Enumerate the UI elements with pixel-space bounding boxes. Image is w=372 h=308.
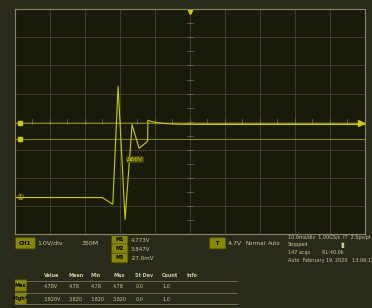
Text: Count: Count bbox=[162, 273, 179, 278]
Text: 4.78V: 4.78V bbox=[44, 284, 58, 289]
Text: Max: Max bbox=[15, 283, 26, 288]
FancyBboxPatch shape bbox=[112, 235, 128, 244]
Text: 4.78: 4.78 bbox=[113, 284, 124, 289]
FancyBboxPatch shape bbox=[14, 293, 27, 304]
Text: M1: M1 bbox=[116, 237, 124, 242]
Text: 1.0: 1.0 bbox=[162, 284, 170, 289]
Text: 3.847V: 3.847V bbox=[130, 247, 150, 252]
Text: Info: Info bbox=[187, 273, 198, 278]
Text: T: T bbox=[216, 241, 219, 246]
FancyBboxPatch shape bbox=[14, 280, 27, 291]
Text: CH1: CH1 bbox=[19, 241, 32, 246]
Text: 10.0ms/div  1.00GS/s  IT  2.5ps/pt: 10.0ms/div 1.00GS/s IT 2.5ps/pt bbox=[288, 235, 371, 240]
Text: Auto  February 19, 2020   13:06:11: Auto February 19, 2020 13:06:11 bbox=[288, 258, 372, 263]
Text: -27.6mV: -27.6mV bbox=[130, 256, 154, 261]
Text: Value: Value bbox=[44, 273, 59, 278]
Text: Δ66V: Δ66V bbox=[127, 157, 143, 162]
Text: ①: ① bbox=[17, 193, 24, 202]
Text: M3: M3 bbox=[116, 255, 124, 261]
Text: Normal: Normal bbox=[246, 241, 266, 246]
Text: 1.0: 1.0 bbox=[162, 297, 170, 302]
FancyBboxPatch shape bbox=[210, 238, 226, 249]
Text: 4.773V: 4.773V bbox=[130, 238, 150, 243]
Text: Auto: Auto bbox=[269, 241, 281, 246]
Text: 4.78: 4.78 bbox=[91, 284, 102, 289]
Text: Mean: Mean bbox=[68, 273, 84, 278]
Text: 350M: 350M bbox=[81, 241, 99, 246]
Text: 3.820: 3.820 bbox=[68, 297, 83, 302]
FancyBboxPatch shape bbox=[112, 244, 128, 253]
Text: Max: Max bbox=[113, 273, 125, 278]
FancyBboxPatch shape bbox=[16, 238, 35, 249]
Text: St Dev: St Dev bbox=[135, 273, 154, 278]
FancyBboxPatch shape bbox=[112, 253, 128, 263]
Text: 0.0: 0.0 bbox=[135, 297, 143, 302]
Text: 4.78: 4.78 bbox=[68, 284, 79, 289]
Text: M2: M2 bbox=[116, 246, 124, 251]
Text: Min: Min bbox=[91, 273, 101, 278]
Text: 1.0V/div: 1.0V/div bbox=[38, 241, 63, 246]
Text: 4.7V: 4.7V bbox=[228, 241, 243, 246]
Text: High*: High* bbox=[13, 296, 28, 301]
Text: 147 acqs        RL:40.0k: 147 acqs RL:40.0k bbox=[288, 250, 343, 255]
Text: 3.820V: 3.820V bbox=[44, 297, 61, 302]
Text: 0.0: 0.0 bbox=[135, 284, 143, 289]
Text: ▮: ▮ bbox=[340, 242, 344, 248]
Text: 3.820: 3.820 bbox=[113, 297, 127, 302]
Text: 3.820: 3.820 bbox=[91, 297, 105, 302]
Text: Stopped: Stopped bbox=[288, 242, 308, 247]
